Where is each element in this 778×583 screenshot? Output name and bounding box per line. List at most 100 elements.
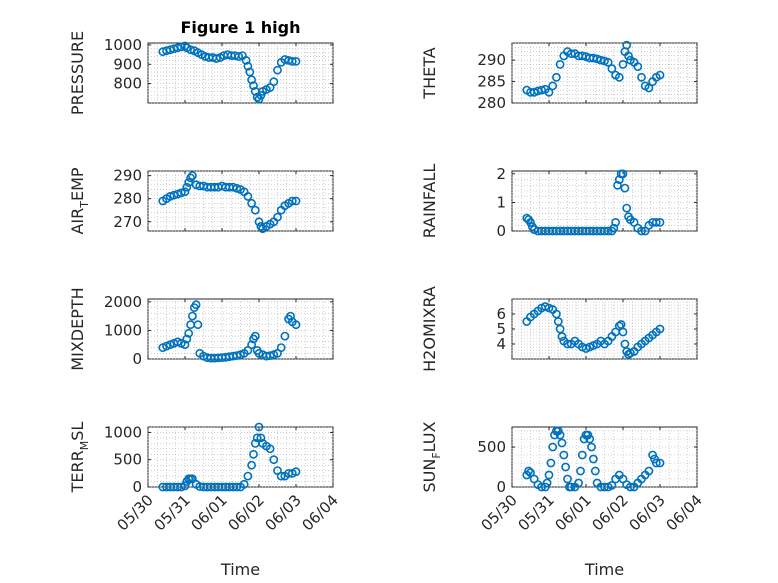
y-axis-label: TERRMSL bbox=[68, 422, 91, 494]
data-point bbox=[256, 221, 266, 231]
x-tick-label: 06/01 bbox=[552, 491, 595, 534]
y-tick-label: 280 bbox=[113, 190, 142, 208]
data-point bbox=[548, 81, 558, 91]
chart-panel-air-temp: 270 280 290 AIRTEMP bbox=[68, 167, 334, 235]
y-tick-label: 5 bbox=[496, 320, 506, 338]
data-point bbox=[211, 54, 221, 63]
data-point bbox=[273, 65, 282, 75]
y-tick-label: 0 bbox=[132, 478, 142, 496]
data-point bbox=[291, 467, 301, 477]
data-point bbox=[269, 77, 279, 87]
y-tick-label: 0 bbox=[496, 222, 506, 240]
data-point bbox=[626, 482, 635, 492]
data-point bbox=[618, 327, 628, 337]
y-tick-label: 280 bbox=[477, 94, 506, 112]
data-point bbox=[180, 481, 190, 491]
x-tick-label: 05/30 bbox=[114, 491, 157, 534]
data-point bbox=[552, 72, 561, 82]
y-tick-label: 285 bbox=[477, 73, 506, 91]
data-point bbox=[276, 343, 286, 352]
data-point bbox=[561, 462, 570, 472]
data-point bbox=[234, 52, 244, 61]
x-tick-label: 05/31 bbox=[151, 491, 194, 534]
data-point bbox=[245, 67, 255, 77]
y-tick-label: 4 bbox=[496, 335, 506, 353]
data-point bbox=[241, 56, 251, 65]
data-point bbox=[644, 83, 654, 93]
data-point bbox=[243, 191, 253, 201]
data-point bbox=[651, 458, 661, 468]
data-point bbox=[614, 321, 624, 331]
data-point bbox=[590, 466, 600, 476]
data-point bbox=[577, 450, 587, 460]
data-point bbox=[193, 320, 203, 330]
data-point bbox=[276, 471, 286, 481]
x-tick-label: 06/02 bbox=[589, 491, 632, 534]
y-tick-label: 290 bbox=[113, 167, 142, 185]
chart-panel-mixdepth: 0 1000 2000 MIXDEPTH bbox=[68, 287, 334, 371]
data-point bbox=[555, 430, 565, 440]
x-tick-label: 06/03 bbox=[626, 491, 669, 534]
data-point bbox=[563, 474, 572, 484]
x-tick-label: 06/01 bbox=[188, 491, 231, 534]
data-point bbox=[184, 328, 194, 338]
data-point bbox=[254, 422, 264, 432]
data-point bbox=[184, 178, 194, 187]
data-point bbox=[620, 183, 630, 193]
data-point bbox=[173, 189, 182, 199]
chart-panel-rainfall: 0 1 2 RAINFALL bbox=[420, 164, 698, 240]
data-point bbox=[637, 72, 646, 82]
data-point bbox=[291, 196, 301, 206]
data-point bbox=[557, 332, 567, 341]
data-point bbox=[613, 180, 622, 190]
data-point bbox=[655, 458, 665, 468]
x-axis-label: Time bbox=[584, 560, 624, 579]
y-tick-label: 0 bbox=[496, 478, 506, 496]
chart-title: Figure 1 high bbox=[181, 18, 301, 37]
data-point bbox=[618, 169, 628, 179]
y-tick-label: 800 bbox=[113, 75, 142, 93]
y-tick-label: 0 bbox=[132, 350, 142, 368]
y-tick-label: 500 bbox=[113, 451, 142, 469]
data-point bbox=[291, 320, 301, 330]
data-point bbox=[169, 190, 179, 200]
x-tick-label: 05/31 bbox=[515, 491, 558, 534]
data-point bbox=[265, 444, 275, 454]
data-point bbox=[526, 217, 535, 227]
data-point bbox=[256, 433, 266, 443]
y-tick-label: 290 bbox=[477, 51, 506, 69]
data-point bbox=[655, 217, 665, 227]
data-point bbox=[546, 458, 556, 468]
data-point bbox=[250, 205, 260, 215]
data-point bbox=[187, 171, 197, 180]
data-point bbox=[186, 173, 195, 183]
data-point bbox=[655, 324, 665, 334]
data-point bbox=[232, 482, 242, 492]
data-point bbox=[603, 57, 613, 67]
x-tick-label: 05/30 bbox=[478, 491, 521, 534]
data-point bbox=[526, 468, 535, 477]
data-point bbox=[254, 217, 264, 227]
chart-panel-h2omixra: 456 H2OMIXRA bbox=[420, 286, 698, 372]
data-point bbox=[566, 482, 576, 492]
data-point bbox=[622, 203, 632, 213]
data-point bbox=[247, 198, 256, 208]
data-point bbox=[249, 81, 258, 90]
data-point bbox=[287, 57, 297, 66]
data-point bbox=[611, 217, 620, 227]
data-point bbox=[544, 87, 554, 97]
data-point bbox=[609, 223, 619, 233]
y-tick-label: 900 bbox=[113, 55, 142, 73]
data-point bbox=[537, 482, 546, 492]
data-point bbox=[247, 75, 256, 85]
data-point bbox=[622, 40, 632, 50]
data-point bbox=[286, 311, 295, 321]
data-point bbox=[607, 64, 617, 74]
data-point bbox=[269, 455, 279, 465]
x-tick-label: 06/04 bbox=[299, 491, 342, 534]
y-tick-label: 1000 bbox=[104, 321, 142, 339]
data-point bbox=[176, 482, 186, 492]
